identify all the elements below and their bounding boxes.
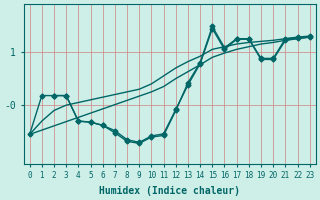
X-axis label: Humidex (Indice chaleur): Humidex (Indice chaleur) — [99, 186, 240, 196]
